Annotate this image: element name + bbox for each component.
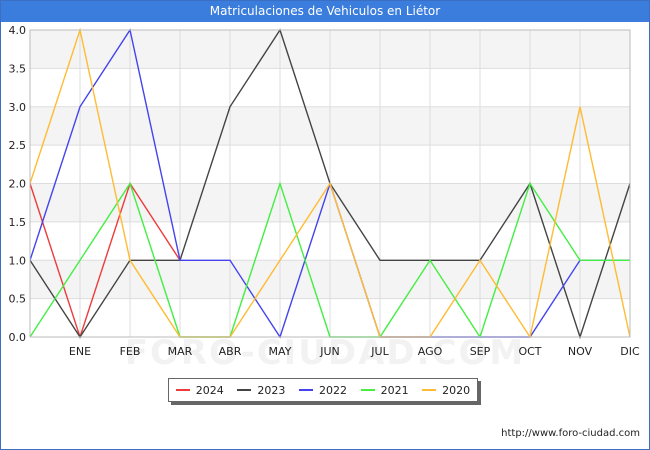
legend-item-2023: 2023 <box>237 384 285 397</box>
x-tick-label: MAY <box>269 345 292 358</box>
legend-label: 2023 <box>257 383 286 397</box>
legend-item-2022: 2022 <box>298 383 347 397</box>
x-tick-label: MAR <box>168 345 193 358</box>
y-tick-label: 0.5 <box>9 293 27 306</box>
series-line-2024 <box>29 181 181 340</box>
y-tick-label: 4.0 <box>9 24 27 37</box>
y-tick-label: 1.5 <box>9 216 27 229</box>
legend-swatch <box>237 389 252 391</box>
x-tick-label: ENE <box>69 345 91 358</box>
x-tick-label: NOV <box>568 345 593 358</box>
y-tick-label: 3.0 <box>9 101 27 114</box>
x-tick-label: FEB <box>120 345 141 358</box>
x-tick-label: ABR <box>219 345 242 358</box>
x-tick-label: JUL <box>370 345 389 358</box>
footer-url: http://www.foro-ciudad.com <box>501 428 640 439</box>
x-tick-labels: ENE FEB MAR ABR MAY JUN JUL AGO SEP OCT NOV DIC <box>69 345 640 358</box>
legend: 2024 2023 2022 2021 2020 <box>168 378 478 402</box>
y-tick-label: 0.0 <box>9 331 27 344</box>
y-tick-labels: 0.0 0.5 1.0 1.5 2.0 2.5 3.0 3.5 4.0 <box>9 24 27 344</box>
x-tick-label: AGO <box>418 345 443 358</box>
legend-item-2024: 2024 <box>175 383 224 397</box>
legend-swatch <box>422 389 437 391</box>
x-tick-label: DIC <box>620 345 640 358</box>
watermark-text: FORO-CIUDAD.COM <box>124 333 526 373</box>
legend-label: 2022 <box>318 383 347 397</box>
x-tick-label: OCT <box>518 345 541 358</box>
legend-label: 2024 <box>195 383 224 397</box>
x-tick-label: SEP <box>470 345 491 358</box>
y-tick-label: 2.5 <box>9 139 27 152</box>
y-tick-label: 1.0 <box>9 254 27 267</box>
y-tick-label: 3.5 <box>9 62 27 75</box>
legend-swatch <box>175 389 190 391</box>
x-tick-label: JUN <box>319 345 340 358</box>
plot-border <box>29 29 631 338</box>
legend-swatch <box>360 389 375 391</box>
legend-label: 2021 <box>380 383 409 397</box>
y-tick-label: 2.0 <box>9 178 27 191</box>
chart-title: Matriculaciones de Vehiculos en Liétor <box>1 1 649 22</box>
legend-item-2021: 2021 <box>360 383 409 397</box>
legend-swatch <box>298 389 313 391</box>
legend-item-2020: 2020 <box>422 384 470 397</box>
legend-label: 2020 <box>442 383 471 397</box>
axes <box>29 29 631 338</box>
